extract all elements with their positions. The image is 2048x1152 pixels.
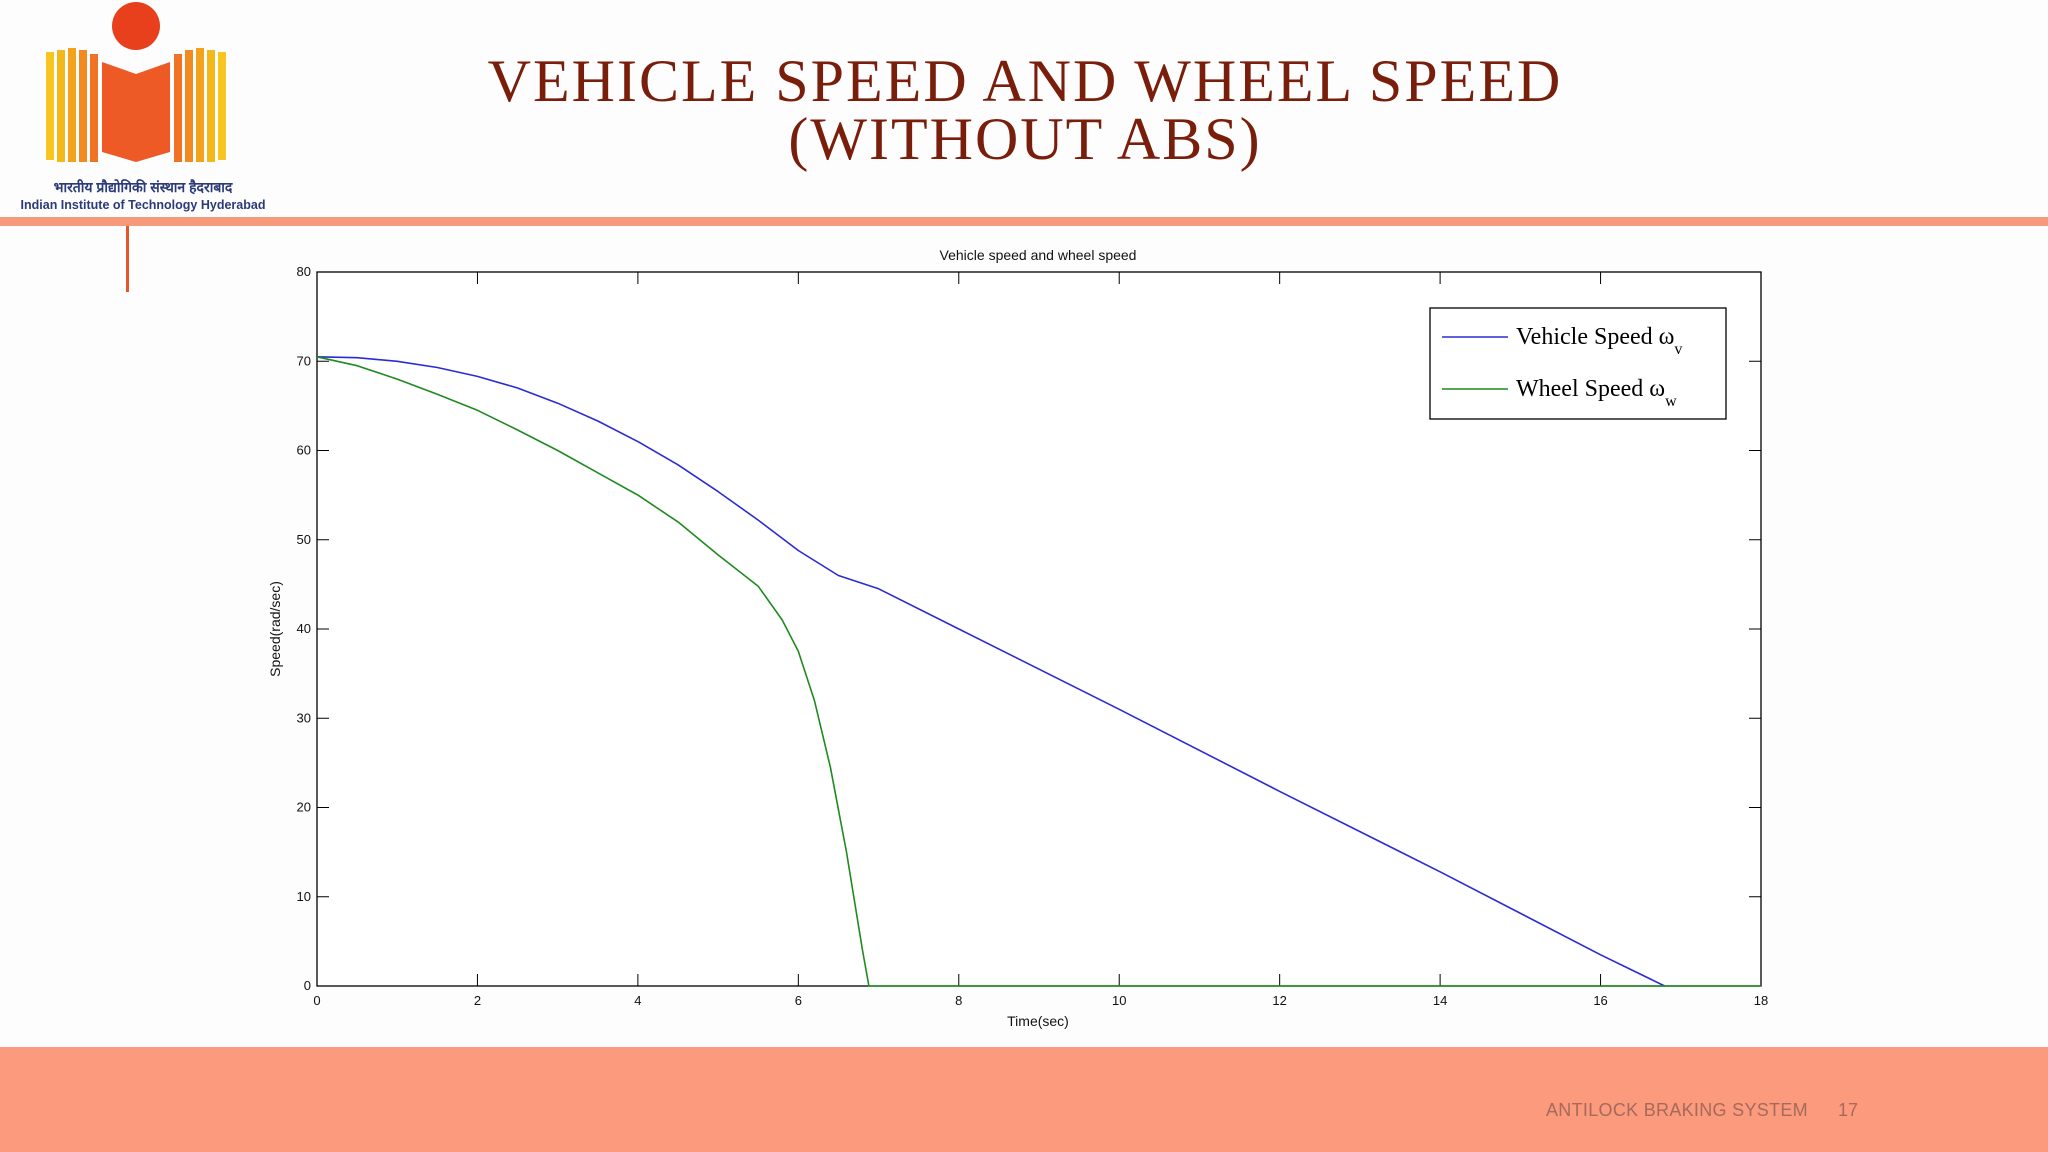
x-tick-label: 12 [1272, 993, 1286, 1008]
logo-english-text: Indian Institute of Technology Hyderabad [20, 198, 266, 212]
y-tick-label: 10 [297, 889, 311, 904]
x-tick-label: 6 [795, 993, 802, 1008]
y-tick-label: 40 [297, 621, 311, 636]
axis-ticks: 0 2 4 6 8 10 12 14 16 18 0 10 20 30 40 50 60 70 80 [297, 264, 1769, 1008]
y-tick-label: 80 [297, 264, 311, 279]
slide-title-line1: VEHICLE SPEED AND WHEEL SPEED [487, 48, 1563, 114]
x-tick-label: 4 [634, 993, 641, 1008]
x-tick-label: 18 [1754, 993, 1768, 1008]
page-number: 17 [1838, 1100, 1859, 1120]
legend-box [1429, 307, 1727, 420]
x-tick-label: 8 [955, 993, 962, 1008]
legend-label-wheel: Wheel Speed ωw [1516, 376, 1677, 410]
x-tick-label: 14 [1433, 993, 1447, 1008]
y-tick-label: 50 [297, 532, 311, 547]
x-tick-label: 0 [313, 993, 320, 1008]
legend-wheel-subscript: w [1665, 393, 1677, 410]
footer-label: ANTILOCK BRAKING SYSTEM [1546, 1100, 1808, 1120]
legend-vehicle-name: Vehicle Speed ω [1516, 324, 1674, 350]
vehicle-speed-line [316, 356, 1666, 987]
x-tick-label: 16 [1593, 993, 1607, 1008]
legend-wheel-name: Wheel Speed ω [1516, 376, 1665, 402]
y-tick-label: 0 [304, 978, 311, 993]
top-divider [0, 217, 2048, 226]
iith-logo: भारतीय प्रौद्योगिकी संस्थान हैदराबाद Ind… [8, 0, 278, 218]
y-tick-label: 70 [297, 353, 311, 368]
left-accent-line [126, 226, 129, 292]
y-tick-label: 20 [297, 800, 311, 815]
slide-title: VEHICLE SPEED AND WHEEL SPEED (WITHOUT A… [340, 48, 1710, 172]
x-tick-label: 10 [1112, 993, 1126, 1008]
legend-vehicle-subscript: v [1674, 341, 1682, 358]
y-axis-label: Speed(rad/sec) [267, 581, 283, 677]
logo-emblem-icon [46, 2, 226, 162]
legend-label-vehicle: Vehicle Speed ωv [1516, 324, 1682, 358]
series-layer [316, 356, 1761, 987]
chart-title: Vehicle speed and wheel speed [940, 247, 1137, 263]
logo-hindi-text: भारतीय प्रौद्योगिकी संस्थान हैदराबाद [53, 179, 233, 195]
chart-legend: Vehicle Speed ωv Wheel Speed ωw [1429, 307, 1727, 420]
footer-band [0, 1047, 2048, 1152]
wheel-speed-line [316, 356, 1761, 987]
x-axis-label: Time(sec) [1007, 1013, 1069, 1029]
y-tick-label: 60 [297, 443, 311, 458]
slide-title-line2: (WITHOUT ABS) [788, 106, 1262, 172]
y-tick-label: 30 [297, 710, 311, 725]
x-tick-label: 2 [474, 993, 481, 1008]
speed-chart: Vehicle speed and wheel speed 0 2 4 6 8 10 12 1… [267, 247, 1769, 1029]
